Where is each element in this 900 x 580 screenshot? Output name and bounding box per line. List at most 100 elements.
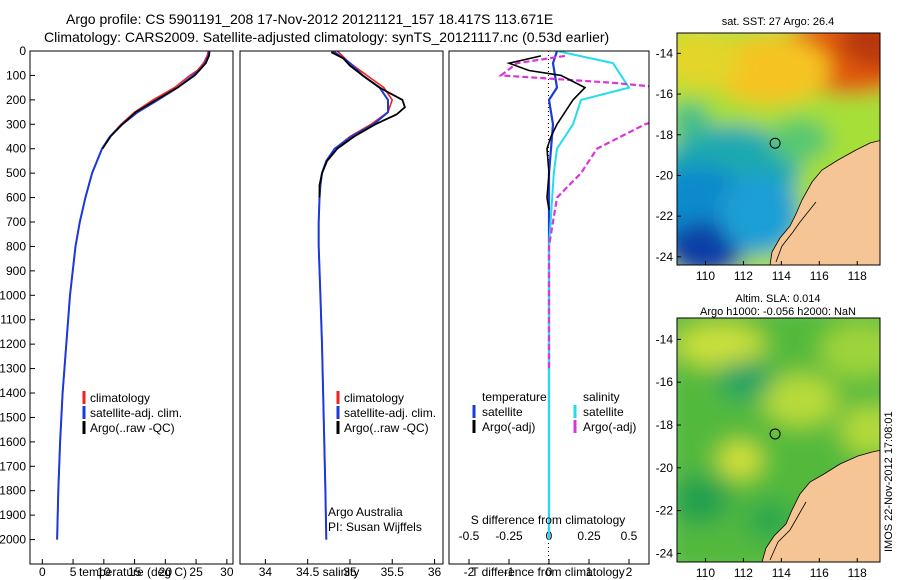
salinity-tick-label: 36: [428, 565, 442, 579]
argo-location-marker: [769, 137, 781, 149]
t-difference-tick-label: -1: [504, 565, 515, 579]
depth-tick-label: 1100: [0, 313, 26, 327]
temperature-satellite-line: [56, 51, 211, 540]
t-difference-tick-label: -2: [464, 565, 475, 579]
lat-tick-label: -20: [656, 168, 674, 182]
s-diff-satellite-line: [548, 51, 631, 540]
land-mass: [769, 140, 880, 265]
difference-legend: temperature satellite Argo(-adj) salinit…: [472, 390, 636, 434]
depth-axis: 0 100 200 300 400 500 600 700 800 900 1000 1100 1200…: [0, 44, 35, 547]
legend-label-satellite: satellite-adj. clim.: [344, 406, 436, 420]
legend-label-t-satellite: satellite: [482, 405, 523, 419]
legend-label-climatology: climatology: [90, 391, 150, 405]
salinity-panel: 34 34.5 35 35.5 36 salinity climatology sate…: [239, 50, 444, 579]
sst-map-title: sat. SST: 27 Argo: 26.4: [722, 16, 835, 28]
argo-location-marker: [769, 428, 781, 440]
legend-label-argo: Argo(..raw -QC): [344, 421, 429, 435]
lon-tick-label: 110: [696, 566, 715, 580]
bathymetry-contour: [775, 201, 817, 263]
depth-tick-label: 200: [6, 93, 26, 107]
difference-plot-frame: [448, 50, 650, 565]
depth-tick-label: 400: [6, 142, 26, 156]
s-difference-tick-label: -0.5: [459, 529, 480, 543]
lat-tick-label: -18: [656, 128, 674, 142]
sst-map-axes: 110 112 114 116 118 -14 -16 -18 -20 -22 -24: [656, 46, 867, 283]
depth-tick-label: 1700: [0, 459, 26, 473]
lat-tick-label: -22: [656, 504, 674, 518]
sla-map-panel: Altim. SLA: 0.014 Argo h1000: -0.056 h20…: [656, 293, 881, 580]
temperature-tick-label: 5: [70, 565, 77, 579]
figure-title-line1: Argo profile: CS 5901191_208 17-Nov-2012…: [66, 11, 553, 27]
sst-map-panel: sat. SST: 27 Argo: 26.4 110 112 114 116 118 -…: [656, 16, 881, 283]
lon-tick-label: 112: [734, 566, 753, 580]
salinity-tick-label: 35.5: [381, 565, 405, 579]
depth-tick-label: 1000: [0, 288, 26, 302]
t-difference-tick-label: 1: [586, 565, 593, 579]
lon-tick-label: 116: [810, 566, 829, 580]
t-diff-argo-line: [506, 55, 587, 210]
sla-map-title: Altim. SLA: 0.014: [736, 293, 821, 305]
salinity-tick-label: 34.5: [296, 565, 320, 579]
sla-map-frame: [676, 317, 881, 563]
salinity-climatology-line: [317, 51, 394, 540]
legend-label-t-argo: Argo(-adj): [482, 420, 535, 434]
t-diff-satellite-line: [547, 51, 559, 540]
legend-heading-salinity: salinity: [583, 390, 620, 404]
temperature-tick-label: 15: [128, 565, 142, 579]
s-difference-tick-label: -0.25: [495, 529, 523, 543]
legend-label-argo: Argo(..raw -QC): [90, 421, 175, 435]
t-difference-tick-label: 0: [546, 565, 553, 579]
lon-tick-label: 114: [772, 566, 791, 580]
depth-tick-label: 1300: [0, 362, 26, 376]
temperature-tick-label: 25: [189, 565, 203, 579]
temperature-plot-frame: [29, 50, 234, 565]
t-difference-tick-label: 2: [626, 565, 633, 579]
s-difference-xlabel: S difference from climatology: [471, 513, 626, 527]
depth-tick-label: 300: [6, 117, 26, 131]
lon-tick-label: 118: [848, 269, 867, 283]
depth-tick-label: 600: [6, 191, 26, 205]
temperature-tick-label: 0: [39, 565, 46, 579]
lon-tick-label: 116: [810, 269, 829, 283]
temperature-tick-label: 30: [220, 565, 234, 579]
lat-tick-label: -14: [656, 332, 674, 346]
salinity-x-axis: 34 34.5 35 35.5 36: [259, 559, 442, 579]
sla-map-subtitle: Argo h1000: -0.056 h2000: NaN: [700, 306, 856, 318]
salinity-tick-label: 35: [343, 565, 357, 579]
legend-label-satellite: satellite-adj. clim.: [90, 406, 182, 420]
depth-tick-label: 1500: [0, 410, 26, 424]
salinity-xlabel: salinity: [323, 565, 360, 579]
depth-tick-label: 700: [6, 215, 26, 229]
depth-tick-label: 1900: [0, 508, 26, 522]
salinity-satellite-line: [317, 51, 389, 540]
legend-label-s-satellite: satellite: [583, 405, 624, 419]
lat-tick-label: -24: [656, 250, 674, 264]
legend-heading-temperature: temperature: [482, 390, 547, 404]
temperature-legend: climatology satellite-adj. clim. Argo(..…: [82, 391, 182, 435]
imos-credit: IMOS 22-Nov-2012 17:08:01: [883, 411, 895, 552]
lat-tick-label: -18: [656, 418, 674, 432]
pi-label: PI: Susan Wijffels: [328, 520, 422, 534]
salinity-plot-frame: [239, 50, 444, 565]
legend-label-s-argo: Argo(-adj): [583, 420, 636, 434]
temperature-x-axis: 0 5 10 15 20 25 30: [39, 559, 234, 579]
s-difference-tick-label: 0.25: [577, 529, 601, 543]
bathymetry-contour: [769, 501, 807, 561]
temperature-climatology-line: [56, 51, 210, 540]
lat-tick-label: -22: [656, 209, 674, 223]
lon-tick-label: 112: [734, 269, 753, 283]
depth-tick-label: 500: [6, 166, 26, 180]
lat-tick-label: -16: [656, 87, 674, 101]
temperature-xlabel: temperature (deg C): [79, 565, 187, 579]
salinity-tick-label: 34: [259, 565, 273, 579]
salinity-argo-line: [318, 51, 406, 198]
lat-tick-label: -20: [656, 461, 674, 475]
legend-label-climatology: climatology: [344, 391, 404, 405]
sst-map-frame: [676, 32, 881, 266]
temperature-tick-label: 20: [159, 565, 173, 579]
depth-tick-label: 800: [6, 239, 26, 253]
figure-title-line2: Climatology: CARS2009. Satellite-adjuste…: [44, 29, 609, 45]
lon-tick-label: 118: [848, 566, 867, 580]
